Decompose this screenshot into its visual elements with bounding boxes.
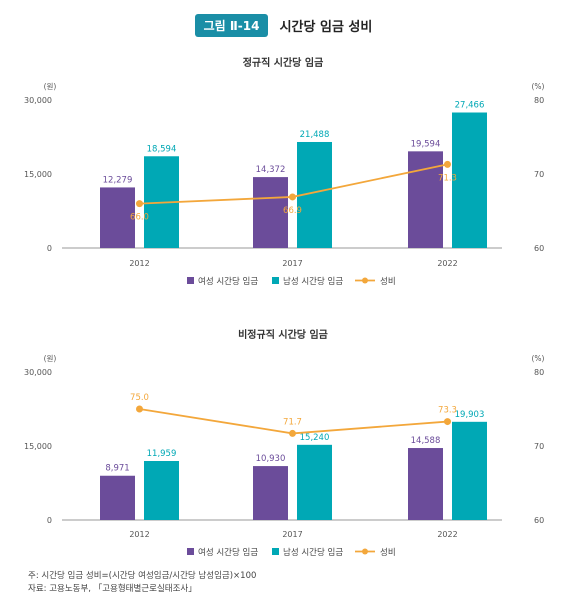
chart2-ratio-value-label: 71.7 xyxy=(283,417,302,427)
chart1-female-bar xyxy=(253,177,288,248)
chart1-category-label: 2012 xyxy=(129,259,149,268)
chart1-female-value-label: 12,279 xyxy=(103,175,133,185)
chart1-female-value-label: 19,594 xyxy=(411,139,441,149)
chart2-ratio-value-label: 73.3 xyxy=(438,406,457,416)
chart2-male-bar xyxy=(144,461,179,520)
chart1-male-value-label: 21,488 xyxy=(300,130,330,140)
chart1-female-bar xyxy=(100,187,135,248)
chart2-y-tick-left: 0 xyxy=(47,516,52,525)
chart1-legend-male-label: 남성 시간당 임금 xyxy=(283,276,343,287)
chart1-y-unit-left: (원) xyxy=(44,82,57,91)
chart2-ratio-point xyxy=(289,429,296,437)
chart1-y-tick-right: 80 xyxy=(534,96,544,105)
chart2-legend-female-swatch xyxy=(187,548,194,555)
chart2-ratio-point xyxy=(136,405,143,413)
chart2-male-value-label: 15,240 xyxy=(300,433,330,443)
chart2-female-value-label: 14,588 xyxy=(411,436,441,446)
chart2-y-tick-right: 80 xyxy=(534,368,544,377)
chart1-legend-female-label: 여성 시간당 임금 xyxy=(198,276,258,287)
chart1-ratio-point xyxy=(444,160,451,168)
chart1-category-label: 2022 xyxy=(437,259,457,268)
source-note: 자료: 고용노동부, 「고용형태별근로실태조사」 xyxy=(28,584,197,594)
chart1-title: 정규직 시간당 임금 xyxy=(243,56,324,69)
chart1-y-unit-right: (%) xyxy=(532,82,545,91)
chart1-y-tick-left: 30,000 xyxy=(24,96,52,105)
footnote: 주: 시간당 임금 성비=(시간당 여성임금/시간당 남성임금)×100 xyxy=(28,571,257,581)
chart2-y-tick-right: 60 xyxy=(534,516,544,525)
chart2-female-bar xyxy=(253,466,288,520)
chart1-legend-male-swatch xyxy=(272,277,279,284)
chart2-female-bar xyxy=(408,448,443,520)
chart1-legend-ratio-label: 성비 xyxy=(380,277,396,287)
chart2-y-tick-right: 70 xyxy=(534,442,544,451)
chart1-legend-female-swatch xyxy=(187,277,194,284)
chart1-ratio-point xyxy=(136,200,143,208)
chart1-y-tick-left: 15,000 xyxy=(24,170,52,179)
chart2-y-tick-left: 15,000 xyxy=(24,442,52,451)
chart1-male-value-label: 27,466 xyxy=(455,101,485,111)
chart1-legend-ratio-marker xyxy=(362,277,368,284)
chart2-legend-male-label: 남성 시간당 임금 xyxy=(283,547,343,558)
chart2-female-bar xyxy=(100,475,135,520)
chart1-ratio-value-label: 66.0 xyxy=(130,213,149,223)
chart1-female-value-label: 14,372 xyxy=(256,165,286,175)
chart1-ratio-point xyxy=(289,193,296,201)
chart1-y-tick-right: 60 xyxy=(534,244,544,253)
chart2-legend-ratio-label: 성비 xyxy=(380,548,396,558)
chart2-category-label: 2022 xyxy=(437,530,457,539)
figure-badge: 그림 Ⅱ-14 xyxy=(194,14,269,37)
chart2-female-value-label: 8,971 xyxy=(105,464,129,474)
chart2-y-unit-left: (원) xyxy=(44,354,57,363)
chart1-y-tick-right: 70 xyxy=(534,170,544,179)
chart2-legend-ratio-marker xyxy=(362,548,368,555)
chart1-y-tick-left: 0 xyxy=(47,244,52,253)
chart2-male-bar xyxy=(452,421,487,520)
chart2-ratio-value-label: 75.0 xyxy=(130,393,149,403)
chart1-ratio-value-label: 66.9 xyxy=(283,206,302,216)
chart2-title: 비정규직 시간당 임금 xyxy=(238,328,328,341)
chart2-legend-female-label: 여성 시간당 임금 xyxy=(198,547,258,558)
chart1-ratio-value-label: 71.3 xyxy=(438,173,457,183)
chart2-male-value-label: 11,959 xyxy=(147,449,177,459)
chart1-male-value-label: 18,594 xyxy=(147,144,177,154)
chart2-male-value-label: 19,903 xyxy=(455,410,485,420)
chart2-y-unit-right: (%) xyxy=(532,354,545,363)
figure-title: 시간당 임금 성비 xyxy=(279,20,373,35)
chart2-category-label: 2017 xyxy=(282,530,302,539)
chart2-ratio-point xyxy=(444,418,451,426)
chart1-male-bar xyxy=(452,112,487,248)
chart1-category-label: 2017 xyxy=(282,259,302,268)
chart2-female-value-label: 10,930 xyxy=(256,454,286,464)
chart2-category-label: 2012 xyxy=(129,530,149,539)
chart2-y-tick-left: 30,000 xyxy=(24,368,52,377)
figure-header: 그림 Ⅱ-14 시간당 임금 성비 xyxy=(0,14,567,37)
chart2-male-bar xyxy=(297,444,332,520)
chart2-legend-male-swatch xyxy=(272,548,279,555)
